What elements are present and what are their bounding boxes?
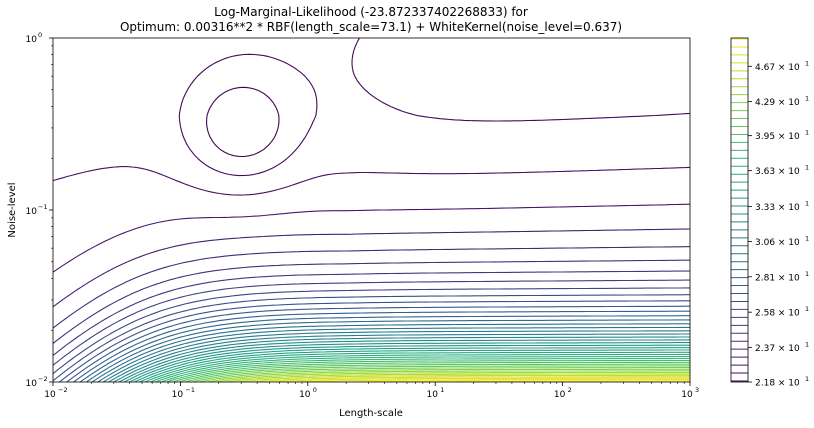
colorbar-tick-exponent: 1: [805, 305, 809, 313]
colorbar-tick-exponent: 1: [805, 164, 809, 172]
colorbar-tick-exponent: 1: [805, 199, 809, 207]
contour-level-line: [129, 344, 690, 382]
contour-level-line: [134, 347, 690, 382]
x-tick-label: 10: [554, 390, 566, 400]
x-tick-label: 10: [426, 390, 438, 400]
x-tick-exponent: 3: [695, 386, 699, 394]
contour-lines: [53, 38, 690, 382]
contour-level-line: [108, 333, 690, 382]
colorbar-tick-label: 4.67 × 10: [755, 63, 800, 73]
chart-title-line1: Log-Marginal-Likelihood (-23.87233740226…: [214, 5, 528, 19]
contour-level-line: [97, 326, 690, 382]
colorbar-tick-label: 2.37 × 10: [755, 344, 800, 354]
colorbar-tick-exponent: 1: [805, 129, 809, 137]
colorbar-tick-exponent: 1: [805, 340, 809, 348]
contour-level-line: [91, 323, 690, 382]
contour-level-line: [53, 228, 690, 308]
contour-level-line: [124, 342, 690, 382]
contour-level-line: [79, 315, 690, 382]
y-tick-exponent: −2: [38, 375, 48, 383]
colorbar-frame: [730, 37, 749, 383]
contour-level-line: [185, 365, 690, 382]
colorbar-tick-label: 2.58 × 10: [755, 309, 800, 319]
contour-level-line: [160, 357, 690, 382]
contour-level-line: [73, 310, 690, 382]
contour-level-line: [103, 330, 690, 382]
contour-level-line: [59, 300, 690, 382]
x-tick-exponent: −2: [58, 386, 68, 394]
contour-level-line: [113, 336, 690, 382]
colorbar-tick-exponent: 1: [805, 234, 809, 242]
contour-level-line: [206, 86, 280, 158]
colorbar-tick-exponent: 1: [805, 94, 809, 102]
y-tick-label: 10: [26, 207, 38, 217]
x-axis-ticks: 10 −2 10 −1 10 0 10 1 10 2 10 3: [44, 382, 699, 400]
colorbar-tick-label: 3.33 × 10: [755, 203, 800, 213]
y-tick-exponent: −1: [38, 203, 48, 211]
colorbar-tick-exponent: 1: [805, 270, 809, 278]
y-tick-label: 10: [26, 379, 38, 389]
contour-level-line: [53, 246, 690, 329]
x-tick-exponent: 0: [313, 386, 317, 394]
chart-title-line2: Optimum: 0.00316**2 * RBF(length_scale=7…: [120, 20, 622, 34]
colorbar-tick-label: 3.63 × 10: [755, 167, 800, 177]
colorbar-tick-label: 2.81 × 10: [755, 273, 800, 283]
x-tick-label: 10: [172, 390, 184, 400]
colorbar-tick-exponent: 1: [805, 375, 809, 383]
colorbar-tick-label: 3.95 × 10: [755, 132, 800, 142]
x-tick-exponent: −1: [185, 386, 195, 394]
contour-level-line: [178, 38, 690, 177]
contour-level-line: [297, 378, 690, 382]
contour-level-line: [118, 339, 690, 382]
colorbar: [731, 38, 748, 382]
x-tick-label: 10: [299, 390, 311, 400]
y-axis-label: Noise-level: [7, 182, 18, 237]
x-axis-label: Length-scale: [339, 408, 403, 419]
colorbar-tick-label: 2.18 × 10: [755, 379, 800, 389]
contour-level-line: [53, 166, 690, 196]
contour-level-line: [172, 361, 690, 382]
colorbar-tick-exponent: 1: [805, 59, 809, 67]
contour-level-line: [53, 270, 690, 356]
contour-level-line: [53, 294, 690, 382]
colorbar-ticks: 2.18 × 10 1 2.37 × 10 1 2.58 × 10 1 2.81 × 10 1…: [748, 59, 809, 389]
y-tick-exponent: 0: [38, 31, 42, 39]
contour-level-line: [53, 203, 690, 273]
x-tick-label: 10: [681, 390, 693, 400]
x-tick-label: 10: [44, 390, 56, 400]
y-tick-label: 10: [26, 35, 38, 45]
colorbar-tick-label: 3.06 × 10: [755, 238, 800, 248]
x-tick-exponent: 1: [440, 386, 444, 394]
contour-level-line: [349, 380, 690, 382]
colorbar-tick-label: 4.29 × 10: [755, 98, 800, 108]
x-tick-exponent: 2: [568, 386, 572, 394]
contour-level-line: [166, 359, 690, 382]
